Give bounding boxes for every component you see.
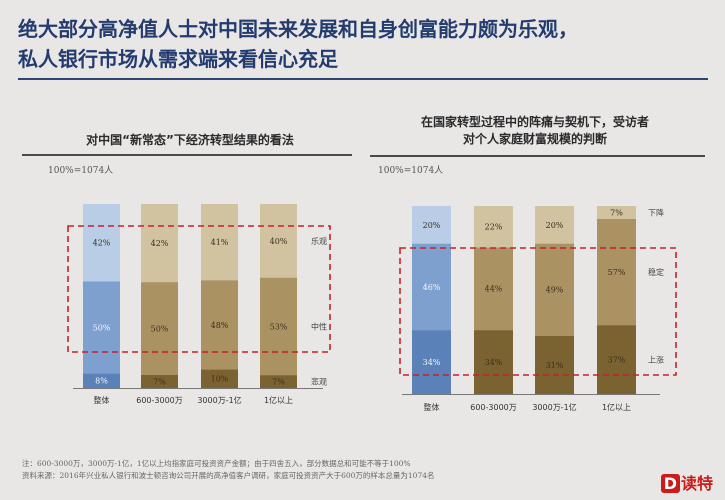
chart2-value-label-3-0: 37% xyxy=(608,356,626,365)
chart1-bar-0-2 xyxy=(83,204,120,282)
footnote-note: 注：600-3000万，3000万-1亿，1亿以上均指家庭可投资资产金额；由于四… xyxy=(22,459,411,468)
chart1-series-label-2: 乐观 xyxy=(311,236,327,246)
chart1-value-label-1-1: 50% xyxy=(151,325,169,334)
chart1-value-label-2-0: 10% xyxy=(211,375,229,384)
chart2-value-label-1-2: 22% xyxy=(485,223,503,232)
chart2-category-label-0: 整体 xyxy=(424,402,440,412)
chart1-value-label-3-2: 40% xyxy=(270,237,288,246)
chart1-bar-2-1 xyxy=(201,280,238,370)
chart1-value-label-3-1: 53% xyxy=(270,322,288,331)
chart2-category-label-3: 1亿以上 xyxy=(602,402,631,412)
chart1-base-note: 100%=1074人 xyxy=(48,166,114,176)
chart2-value-label-2-2: 20% xyxy=(546,221,564,230)
footnote-source: 资料来源：2016年兴业私人银行和波士顿咨询公司开展的高净值客户调研，家庭可投资… xyxy=(22,471,435,480)
chart2-bar-1-1 xyxy=(474,247,513,331)
chart2-bar-0-0 xyxy=(412,330,451,394)
logo-text: 读特 xyxy=(680,474,713,493)
chart2-bar-1-2 xyxy=(474,206,513,248)
chart2-category-label-2: 3000万-1亿 xyxy=(532,402,576,412)
chart2-bar-0-2 xyxy=(412,206,451,244)
chart2-bar-2-1 xyxy=(535,243,574,336)
chart2-bar-3-1 xyxy=(597,219,636,326)
chart1-highlight-box xyxy=(67,225,331,353)
chart2-value-label-1-0: 34% xyxy=(485,358,503,367)
chart2-bar-3-2 xyxy=(597,206,636,219)
chart2-category-label-1: 600-3000万 xyxy=(470,403,517,412)
chart2-title-line-1: 在国家转型过程中的阵痛与契机下，受访者 xyxy=(420,115,649,129)
chart1-bar-0-0 xyxy=(83,373,120,388)
chart1-series-label-0: 悲观 xyxy=(311,377,327,387)
chart1-bar-3-0 xyxy=(260,375,297,388)
chart1-bar-3-1 xyxy=(260,277,297,376)
chart2-value-label-1-1: 44% xyxy=(485,285,503,294)
chart2-base-note: 100%=1074人 xyxy=(378,166,444,176)
chart2-bar-0-1 xyxy=(412,243,451,331)
chart1-category-label-0: 整体 xyxy=(94,395,110,405)
chart1-value-label-0-0: 8% xyxy=(95,377,108,386)
chart2-value-label-0-1: 46% xyxy=(423,283,441,292)
chart1-bar-2-0 xyxy=(201,369,238,388)
chart2-title: 在国家转型过程中的阵痛与契机下，受访者 对个人家庭财富规模的判断 xyxy=(370,114,700,148)
chart2-highlight-box xyxy=(399,247,677,376)
headline-line-1: 绝大部分高净值人士对中国未来发展和自身创富能力颇为乐观， xyxy=(18,17,578,41)
chart1-bar-1-0 xyxy=(141,375,178,388)
chart2-value-label-3-2: 7% xyxy=(610,209,623,218)
chart1-value-label-1-2: 42% xyxy=(151,239,169,248)
chart1-bar-2-2 xyxy=(201,204,238,281)
headline-rule xyxy=(18,78,708,80)
page-headline: 绝大部分高净值人士对中国未来发展和自身创富能力颇为乐观， 私人银行市场从需求端来… xyxy=(18,14,708,74)
chart2-bar-3-0 xyxy=(597,325,636,394)
chart1-value-label-1-0: 7% xyxy=(153,378,166,387)
chart1-value-label-2-1: 48% xyxy=(211,321,229,330)
chart1-bar-0-1 xyxy=(83,281,120,374)
chart2-bar-2-2 xyxy=(535,206,574,244)
dute-logo: D 读特 xyxy=(660,470,713,494)
chart2-value-label-0-0: 34% xyxy=(423,358,441,367)
chart2-title-rule xyxy=(370,155,705,157)
chart2-value-label-2-1: 49% xyxy=(546,286,564,295)
headline-line-2: 私人银行市场从需求端来看信心充足 xyxy=(18,47,338,71)
chart1-value-label-0-1: 50% xyxy=(93,323,111,332)
chart1-title-rule xyxy=(22,154,352,156)
chart2-series-label-1: 稳定 xyxy=(648,267,664,277)
chart2-series-label-0: 上涨 xyxy=(648,355,664,365)
chart2-value-label-2-0: 31% xyxy=(546,361,564,370)
chart2-series-label-2: 下降 xyxy=(648,208,664,218)
chart1-bar-1-1 xyxy=(141,282,178,375)
chart2-bar-1-0 xyxy=(474,330,513,394)
chart1-title: 对中国“新常态”下经济转型结果的看法 xyxy=(86,133,294,147)
chart1-category-label-1: 600-3000万 xyxy=(136,396,183,405)
chart1-value-label-0-2: 42% xyxy=(93,239,111,248)
logo-mark: D xyxy=(660,474,680,493)
chart1-category-label-3: 1亿以上 xyxy=(264,395,293,405)
chart1-category-label-2: 3000万-1亿 xyxy=(197,395,241,405)
chart2-title-line-2: 对个人家庭财富规模的判断 xyxy=(462,132,607,146)
chart1-bar-3-2 xyxy=(260,204,297,278)
chart1-value-label-3-0: 7% xyxy=(272,378,285,387)
chart2-bar-2-0 xyxy=(535,335,574,394)
chart2-value-label-0-2: 20% xyxy=(423,221,441,230)
chart1-series-label-1: 中性 xyxy=(311,321,327,331)
chart2-value-label-3-1: 57% xyxy=(608,268,626,277)
chart1-value-label-2-2: 41% xyxy=(211,238,229,247)
chart1-bar-1-2 xyxy=(141,204,178,283)
